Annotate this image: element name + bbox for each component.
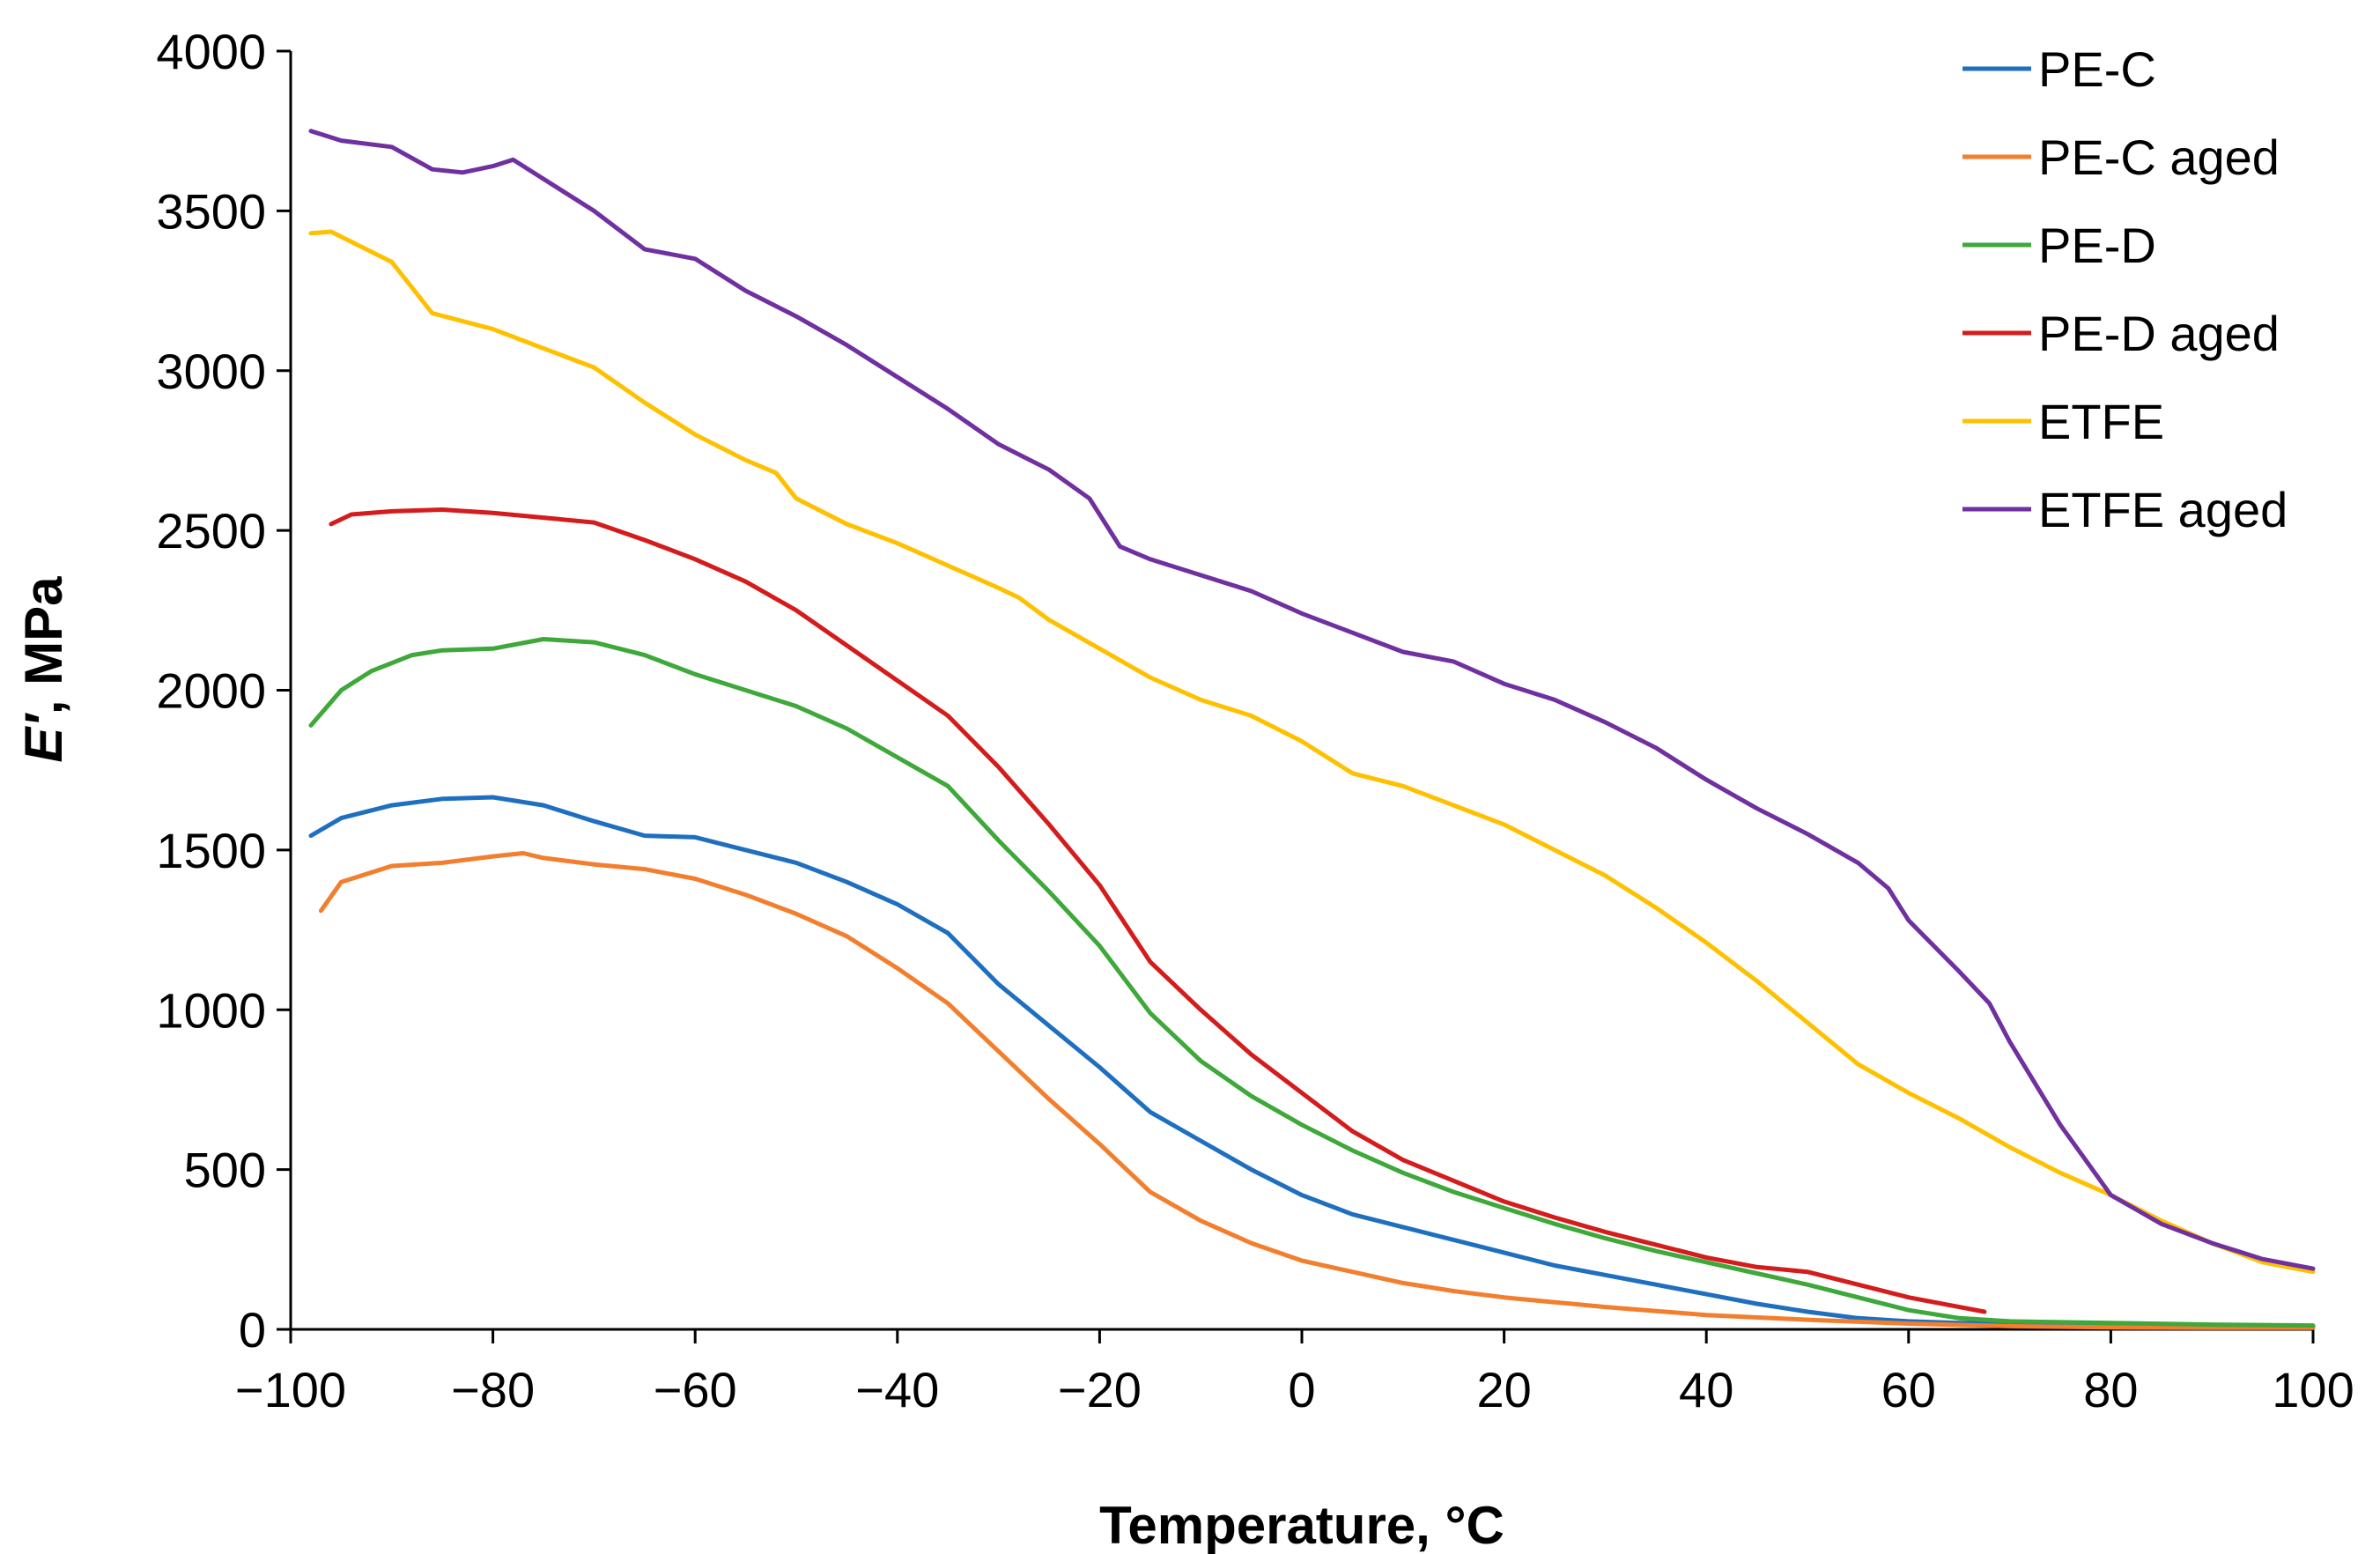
y-axis-title: E′, MPa	[14, 576, 73, 763]
y-tick-label: 2000	[156, 663, 266, 719]
x-tick-label: −80	[451, 1362, 535, 1417]
series-line-etfe-aged	[308, 129, 2316, 1271]
y-axis-title-symbol: E′	[14, 713, 73, 763]
series-line-pe-c	[308, 795, 2316, 1328]
y-axis-title-unit: , MPa	[14, 576, 73, 714]
x-axis-ticks: −100 −80 −60 −40 −20 0 20 40 60 80 100	[235, 1329, 2354, 1417]
y-tick-label: 3000	[156, 344, 266, 399]
x-tick-label: 80	[2083, 1362, 2138, 1417]
y-tick-label: 2500	[156, 503, 266, 559]
x-tick-label: 100	[2272, 1362, 2354, 1417]
series-line-pe-d	[308, 637, 2316, 1328]
y-tick-label: 1000	[156, 982, 266, 1038]
legend-label-etfe-aged: ETFE aged	[2038, 482, 2288, 537]
legend-label-pe-d-aged: PE-D aged	[2038, 306, 2280, 361]
x-tick-label: 20	[1476, 1362, 1531, 1417]
legend-label-etfe: ETFE	[2038, 394, 2164, 449]
series-line-etfe	[308, 229, 2316, 1275]
x-tick-label: 40	[1679, 1362, 1733, 1417]
legend-label-pe-d: PE-D	[2038, 218, 2156, 273]
y-tick-label: 500	[184, 1143, 266, 1198]
x-tick-label: 60	[1881, 1362, 1936, 1417]
y-tick-label: 4000	[156, 24, 266, 79]
x-tick-label: −60	[654, 1362, 737, 1417]
y-axis-ticks: 0 500 1000 1500 2000 2500 3000 3500 4000	[156, 24, 291, 1358]
plot-area	[308, 129, 2316, 1330]
legend-label-pe-c: PE-C	[2038, 41, 2156, 97]
legend: PE-C PE-C aged PE-D PE-D aged ETFE ETFE aged	[1962, 41, 2288, 537]
x-axis-title: Temperature, °C	[1099, 1496, 1504, 1554]
x-tick-label: −20	[1058, 1362, 1142, 1417]
x-tick-label: −100	[235, 1362, 346, 1417]
y-tick-label: 0	[239, 1302, 266, 1358]
x-tick-label: −40	[855, 1362, 939, 1417]
y-tick-label: 3500	[156, 183, 266, 239]
legend-label-pe-c-aged: PE-C aged	[2038, 130, 2280, 185]
x-tick-label: 0	[1288, 1362, 1315, 1417]
series-line-pe-c-aged	[318, 851, 2316, 1330]
y-tick-label: 1500	[156, 823, 266, 878]
series-line-pe-d-aged	[329, 507, 1987, 1314]
